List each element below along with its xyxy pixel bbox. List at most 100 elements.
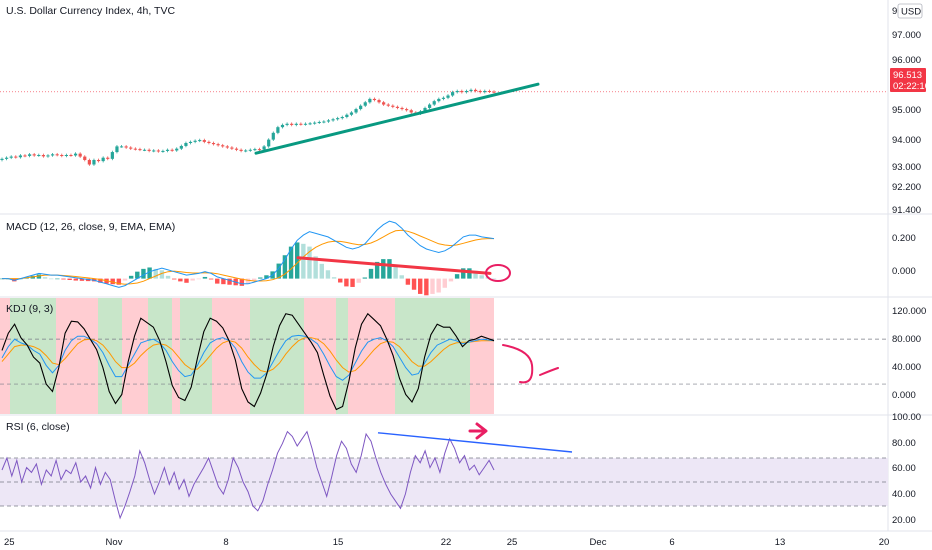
price-pane[interactable] <box>0 82 888 166</box>
price-y-tick-label: 97.000 <box>892 30 921 41</box>
candle-body <box>184 143 188 146</box>
currency-label: USD <box>901 7 921 18</box>
kdj-y-tick-label: 120.000 <box>892 306 926 317</box>
x-tick-label: 25 <box>507 537 518 548</box>
candle-body <box>400 107 404 110</box>
candle-body <box>216 144 220 146</box>
candle-body <box>142 149 147 151</box>
kdj-background-band <box>304 298 336 414</box>
kdj-background-band <box>98 298 122 414</box>
price-trendline[interactable] <box>254 82 540 155</box>
candle-body <box>382 102 386 105</box>
macd-histogram-bar <box>239 278 245 286</box>
macd-histogram-bar <box>411 278 417 290</box>
candle-body <box>202 140 206 142</box>
macd-histogram-bar <box>479 275 484 279</box>
macd-histogram-bar <box>141 268 146 279</box>
candle-body <box>455 90 459 93</box>
candle-body <box>50 154 55 156</box>
candle-body <box>294 123 298 125</box>
candle-body <box>83 156 87 160</box>
currency-button[interactable]: USD <box>897 3 923 19</box>
candle-body <box>299 123 303 125</box>
candle-body <box>409 110 413 113</box>
price-y-tick-partial: 95 <box>892 6 903 17</box>
candle-body <box>359 105 363 110</box>
macd-histogram-bar <box>258 277 263 279</box>
candle-body <box>106 157 110 159</box>
macd-histogram-bar <box>436 278 441 293</box>
candle-body <box>469 89 473 91</box>
candle-body <box>437 98 441 102</box>
annotation-circle <box>485 264 511 282</box>
macd-histogram-bar <box>430 278 435 294</box>
candle-body <box>4 157 9 159</box>
kdj-background-band <box>395 298 418 414</box>
macd-histogram-bar <box>418 278 423 294</box>
candle-body <box>487 90 492 92</box>
macd-histogram-bar <box>313 256 318 279</box>
candle-body <box>432 101 436 105</box>
macd-histogram-bar <box>178 278 183 282</box>
candle-body <box>27 154 32 156</box>
macd-histogram-bar <box>368 268 374 279</box>
candle-body <box>290 123 294 125</box>
macd-histogram-bar <box>79 278 85 281</box>
candle-body <box>119 146 124 148</box>
macd-histogram-bar <box>393 266 398 279</box>
candle-body <box>165 149 170 151</box>
x-tick-label: 6 <box>669 537 674 548</box>
x-tick-label: 20 <box>879 537 890 548</box>
candle-body <box>322 121 326 123</box>
macd-histogram-bar <box>461 268 466 279</box>
macd-histogram-bar <box>319 263 324 279</box>
macd-histogram-bar <box>288 246 294 279</box>
candle-body <box>161 150 165 152</box>
candle-body <box>234 148 239 150</box>
candle-body <box>478 90 482 93</box>
candle-body <box>285 123 289 125</box>
macd-histogram-bar <box>467 268 472 279</box>
kdj-pane[interactable] <box>0 298 888 414</box>
kdj-d-line <box>1 337 494 373</box>
macd-histogram-bar <box>331 277 337 279</box>
last-price-value: 96.513 <box>893 70 922 81</box>
macd-trendline[interactable] <box>296 256 492 275</box>
candle-body <box>23 155 27 157</box>
price-y-tick-label: 92.200 <box>892 182 921 193</box>
macd-histogram-bar <box>67 278 72 280</box>
macd-histogram-bar <box>153 268 158 279</box>
candle-body <box>428 104 432 108</box>
candle-body <box>18 155 22 158</box>
macd-pane[interactable] <box>0 220 497 296</box>
price-y-tick-label: 95.000 <box>892 105 921 116</box>
x-tick-label: Dec <box>590 537 607 548</box>
macd-histogram-bar <box>245 278 251 285</box>
kdj-background-band <box>336 298 348 414</box>
macd-histogram-bar <box>116 278 122 285</box>
rsi-pane[interactable] <box>0 430 888 520</box>
candle-body <box>372 98 377 101</box>
macd-histogram-bar <box>61 278 66 280</box>
candle-body <box>363 102 367 106</box>
candle-body <box>78 153 82 157</box>
annotation-down-arrow <box>502 344 559 384</box>
macd-histogram-bar <box>381 259 386 279</box>
candle-body <box>32 154 36 156</box>
rsi-title: RSI (6, close) <box>6 421 70 433</box>
macd-histogram-bar <box>264 275 269 279</box>
macd-histogram-bar <box>350 278 355 287</box>
macd-histogram-bar <box>196 278 201 280</box>
candle-body <box>377 100 381 103</box>
candle-body <box>55 154 59 156</box>
candle-body <box>317 121 321 123</box>
candle-body <box>60 155 64 156</box>
price-y-tick-label: 93.000 <box>892 162 921 173</box>
candle-body <box>211 143 216 145</box>
rsi-trendline[interactable] <box>377 432 573 453</box>
last-price-tag: 96.513 02:22:10 <box>890 68 930 92</box>
kdj-background-band <box>212 298 250 414</box>
kdj-k-line <box>1 334 495 381</box>
